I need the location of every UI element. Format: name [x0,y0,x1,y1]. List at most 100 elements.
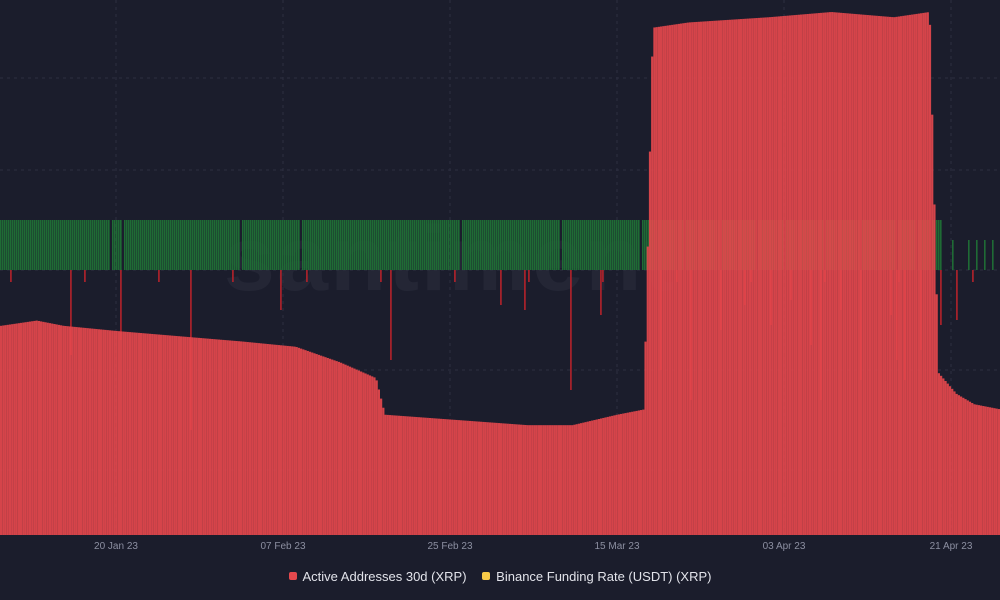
active-addresses-bar [488,422,492,535]
active-addresses-bar [853,13,856,536]
funding-rate-bar [86,220,88,270]
funding-rate-bar [496,220,498,270]
active-addresses-bar [235,341,238,535]
funding-rate-bar [552,220,554,270]
funding-rate-bar [62,220,64,270]
legend-item-active-addresses[interactable]: Active Addresses 30d (XRP) [288,569,467,584]
funding-rate-bar [104,220,106,270]
active-addresses-bar [744,18,747,535]
active-addresses-bar [15,323,18,535]
funding-rate-bar [164,220,166,270]
funding-rate-bar [124,220,126,270]
active-addresses-bar [764,17,767,535]
funding-rate-bar [22,220,24,270]
funding-rate-bar [140,220,142,270]
funding-rate-bar [314,220,316,270]
active-addresses-bar [733,19,736,536]
funding-rate-bar [160,220,162,270]
funding-rate-bar [562,220,564,270]
funding-rate-bar [56,220,58,270]
active-addresses-bar [6,324,9,535]
active-addresses-bar [900,16,903,536]
funding-rate-bar [306,270,308,282]
funding-rate-bar [252,220,254,270]
active-addresses-bar [188,337,192,535]
active-addresses-bar [751,18,754,535]
active-addresses-bar [593,420,596,535]
funding-rate-bar [298,220,300,270]
active-addresses-bar [577,423,580,535]
active-addresses-bar [157,334,160,535]
active-addresses-bar [526,425,529,535]
active-addresses-bar [155,334,158,535]
active-addresses-bar [82,327,85,535]
active-addresses-bar [960,396,963,535]
funding-rate-bar [528,220,530,270]
active-addresses-bar [651,56,654,535]
funding-rate-bar [502,220,504,270]
funding-rate-bar [356,220,358,270]
active-addresses-bar [244,341,247,535]
funding-rate-bar [396,220,398,270]
funding-rate-bar [222,220,224,270]
active-addresses-bar [628,412,632,535]
active-addresses-bar [806,13,809,536]
funding-rate-bar [984,240,986,270]
funding-rate-bar [230,220,232,270]
funding-rate-bar [24,220,26,270]
active-addresses-bar [808,13,812,536]
active-addresses-bar [304,350,307,535]
active-addresses-bar [655,27,658,535]
funding-rate-bar [220,220,222,270]
active-addresses-bar [22,322,25,535]
active-addresses-bar [615,414,618,535]
funding-rate-bar [432,220,434,270]
active-addresses-bar [700,21,703,535]
active-addresses-bar [142,333,145,535]
funding-rate-bar [534,220,536,270]
funding-rate-bar [90,220,92,270]
active-addresses-bar [613,415,616,535]
active-addresses-bar [944,381,947,535]
active-addresses-bar [195,337,198,535]
funding-rate-bar [500,270,502,305]
active-addresses-bar [251,342,254,535]
active-addresses-bar [277,345,280,535]
active-addresses-bar [424,417,427,535]
funding-rate-bar [440,220,442,270]
funding-rate-bar [358,220,360,270]
active-addresses-bar [562,425,565,535]
active-addresses-bar [166,335,169,535]
active-addresses-bar [231,340,234,535]
active-addresses-bar [662,26,665,535]
funding-rate-bar [558,220,560,270]
active-addresses-bar [428,418,432,535]
active-addresses-bar [666,25,669,535]
funding-rate-bar [346,220,348,270]
funding-rate-bar [402,220,404,270]
funding-rate-bar [66,220,68,270]
active-addresses-bar [271,344,274,535]
funding-rate-bar [364,220,366,270]
active-addresses-bar [602,417,605,535]
funding-rate-bar [100,220,102,270]
active-addresses-bar [346,365,349,535]
funding-rate-bar [498,220,500,270]
active-addresses-bar [148,333,152,535]
active-addresses-bar [933,204,936,535]
funding-rate-bar [464,220,466,270]
active-addresses-bar [360,371,363,535]
active-addresses-bar [460,420,463,535]
funding-rate-bar [416,220,418,270]
funding-rate-bar [28,220,30,270]
funding-rate-bar [486,220,488,270]
legend-item-funding-rate[interactable]: Binance Funding Rate (USDT) (XRP) [482,569,711,584]
funding-rate-bar [30,220,32,270]
active-addresses-bar [686,22,689,535]
active-addresses-bar [291,346,294,535]
active-addresses-bar [431,418,434,535]
funding-rate-bar [454,220,456,270]
active-addresses-bar [942,378,945,535]
active-addresses-bar [104,329,107,535]
funding-rate-bar [280,270,282,310]
